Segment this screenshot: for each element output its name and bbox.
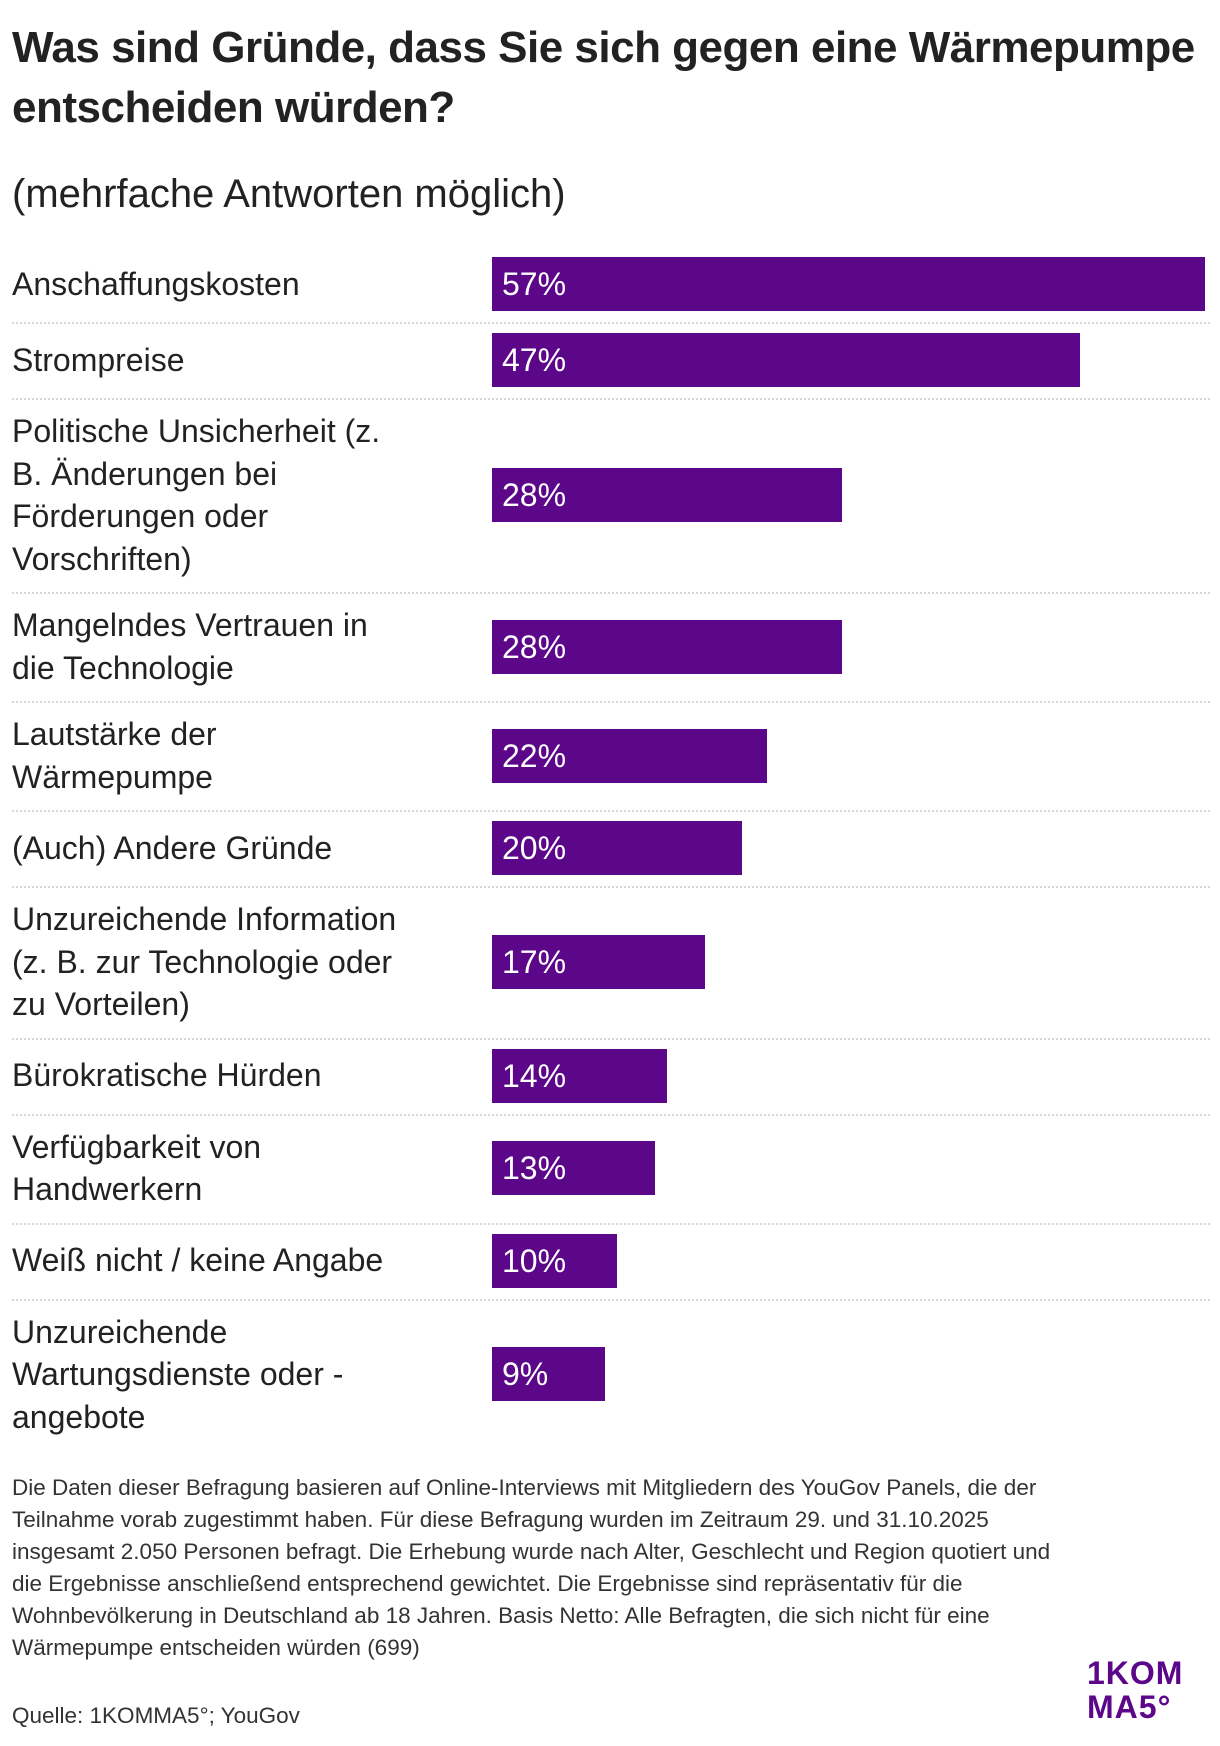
bar: 28% bbox=[492, 619, 843, 674]
category-label: Unzureichende Information (z. B. zur Tec… bbox=[12, 901, 397, 1022]
category-label: Unzureichende Wartungsdienste oder - ang… bbox=[12, 1313, 344, 1435]
category-label: Weiß nicht / keine Angabe bbox=[12, 1242, 384, 1279]
row-divider bbox=[12, 1298, 1210, 1301]
value-label: 20% bbox=[502, 830, 567, 866]
category-label: Lautstärke der Wärmepumpe bbox=[12, 716, 217, 795]
row-divider bbox=[12, 592, 1210, 594]
brand-logo: 1KOM MA5° bbox=[1087, 1656, 1183, 1724]
source-text: Quelle: 1KOMMA5°; YouGov bbox=[12, 1703, 300, 1728]
bar: 20% bbox=[492, 821, 743, 875]
bar: 14% bbox=[492, 1048, 668, 1103]
value-label: 17% bbox=[502, 943, 567, 980]
bar: 57% bbox=[492, 257, 1205, 311]
bar: 28% bbox=[492, 468, 843, 522]
row-divider bbox=[12, 322, 1210, 324]
value-label: 22% bbox=[502, 737, 567, 774]
bar: 17% bbox=[492, 934, 705, 989]
category-label: Verfügbarkeit von Handwerkern bbox=[12, 1128, 262, 1208]
row-divider bbox=[12, 886, 1210, 888]
bar: 22% bbox=[492, 728, 768, 783]
bar: 13% bbox=[492, 1141, 655, 1195]
category-label: Politische Unsicherheit (z. B. Änderunge… bbox=[12, 413, 381, 577]
value-label: 28% bbox=[502, 477, 567, 513]
bar-chart: Anschaffungskosten 57% Strompreise 47% Polit… bbox=[12, 257, 1210, 1435]
chart-title: Was sind Gründe, dass Sie sich gegen ein… bbox=[12, 23, 1195, 132]
value-label: 14% bbox=[502, 1057, 567, 1094]
bar: 47% bbox=[492, 333, 1080, 387]
logo-line-1: 1KOM bbox=[1087, 1655, 1184, 1691]
row-divider bbox=[12, 398, 1210, 400]
value-label: 57% bbox=[502, 266, 567, 302]
category-label: Mangelndes Vertrauen in die Technologie bbox=[12, 607, 368, 686]
chart-subtitle: (mehrfache Antworten möglich) bbox=[12, 172, 566, 216]
category-label: (Auch) Andere Gründe bbox=[12, 829, 333, 866]
logo-line-2: MA5° bbox=[1087, 1689, 1172, 1725]
category-label: Bürokratische Hürden bbox=[12, 1057, 322, 1094]
category-label: Anschaffungskosten bbox=[12, 265, 300, 302]
value-label: 28% bbox=[502, 628, 567, 665]
row-divider bbox=[12, 701, 1210, 703]
row-divider bbox=[12, 1037, 1210, 1040]
value-label: 13% bbox=[502, 1150, 567, 1186]
row-divider bbox=[12, 1222, 1210, 1225]
category-label: Strompreise bbox=[12, 341, 185, 378]
value-label: 47% bbox=[502, 342, 567, 378]
bar: 9% bbox=[492, 1347, 605, 1402]
value-label: 10% bbox=[502, 1242, 567, 1279]
bar: 10% bbox=[492, 1233, 618, 1288]
row-divider bbox=[12, 1113, 1210, 1116]
methodology-note: Die Daten dieser Befragung basieren auf … bbox=[12, 1475, 1051, 1660]
row-divider bbox=[12, 810, 1210, 812]
value-label: 9% bbox=[502, 1356, 549, 1393]
